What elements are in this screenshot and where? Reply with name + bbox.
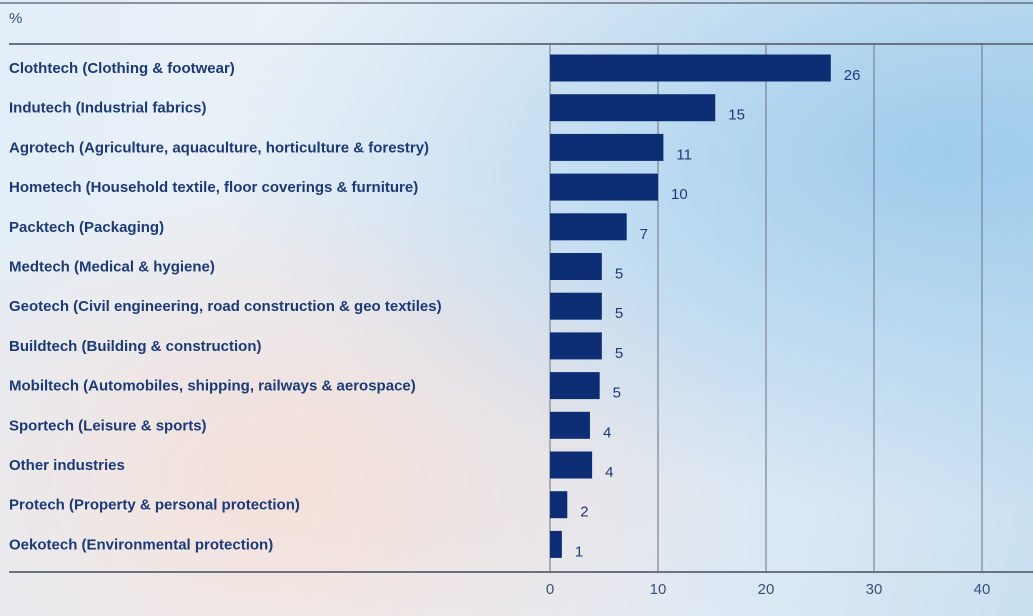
bar	[550, 133, 664, 161]
category-label: Clothtech (Clothing & footwear)	[9, 60, 235, 77]
value-label: 4	[603, 424, 611, 441]
x-tick-label: 40	[974, 581, 991, 598]
bar	[550, 292, 602, 320]
bar	[550, 372, 600, 400]
bar	[550, 173, 658, 201]
unit-label: %	[9, 10, 22, 27]
value-label: 5	[615, 345, 623, 362]
x-tick-labels: 0 10 20 30 40	[546, 581, 991, 598]
bar	[550, 530, 562, 558]
bar	[550, 491, 568, 519]
category-labels: Clothtech (Clothing & footwear) Indutech …	[9, 60, 442, 553]
value-label: 2	[580, 504, 588, 521]
value-label: 5	[615, 266, 623, 283]
value-label: 11	[676, 146, 692, 163]
category-label: Other industries	[9, 457, 125, 474]
bar	[550, 94, 716, 122]
gridlines	[549, 44, 983, 572]
category-label: Mobiltech (Automobiles, shipping, railwa…	[9, 378, 416, 395]
value-label: 15	[728, 107, 745, 124]
x-tick-label: 10	[650, 581, 667, 598]
value-label: 1	[575, 543, 583, 560]
category-label: Medtech (Medical & hygiene)	[9, 259, 215, 276]
category-label: Buildtech (Building & construction)	[9, 338, 261, 355]
category-label: Oekotech (Environmental protection)	[9, 536, 273, 553]
value-label: 5	[613, 385, 621, 402]
x-tick-label: 20	[758, 581, 775, 598]
value-label: 5	[615, 305, 623, 322]
category-label: Indutech (Industrial fabrics)	[9, 100, 207, 117]
bar	[550, 332, 602, 360]
bar	[550, 213, 627, 241]
category-label: Packtech (Packaging)	[9, 219, 164, 236]
category-label: Sportech (Leisure & sports)	[9, 417, 207, 434]
bar	[550, 54, 831, 82]
bar	[550, 411, 590, 439]
category-label: Agrotech (Agriculture, aquaculture, hort…	[9, 139, 429, 156]
x-tick-label: 0	[546, 581, 554, 598]
x-tick-label: 30	[866, 581, 883, 598]
value-labels: 26 15 11 10 7 5 5 5 5 4 4 2 1	[575, 67, 861, 560]
value-label: 26	[844, 67, 861, 84]
category-label: Hometech (Household textile, floor cover…	[9, 179, 418, 196]
value-label: 10	[671, 186, 688, 203]
category-label: Geotech (Civil engineering, road constru…	[9, 298, 442, 315]
bars	[550, 54, 831, 558]
category-label: Protech (Property & personal protection)	[9, 497, 300, 514]
value-label: 7	[640, 226, 648, 243]
value-label: 4	[605, 464, 613, 481]
bar	[550, 451, 593, 479]
bar	[550, 253, 602, 280]
